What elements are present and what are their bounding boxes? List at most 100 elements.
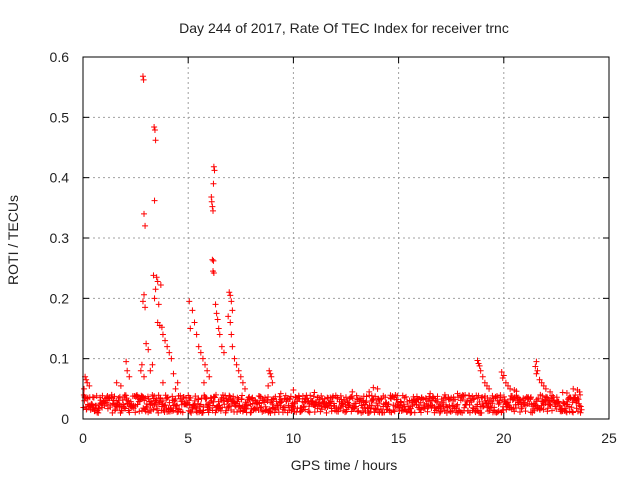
data-point <box>474 357 481 364</box>
data-point <box>499 374 506 381</box>
data-point <box>517 396 524 403</box>
data-point <box>402 393 409 400</box>
data-point <box>318 392 325 399</box>
data-point <box>479 373 486 380</box>
data-point <box>136 408 143 415</box>
y-axis-label: ROTI / TECUs <box>5 195 21 285</box>
data-point <box>186 298 193 305</box>
data-point <box>374 385 381 392</box>
data-point <box>547 402 554 409</box>
data-point <box>299 407 306 414</box>
data-point <box>154 407 161 414</box>
data-point <box>542 385 549 392</box>
data-point <box>498 368 505 375</box>
data-point <box>314 405 321 412</box>
data-point <box>230 395 237 402</box>
y-tick-label: 0.3 <box>50 230 70 246</box>
data-point <box>151 197 158 204</box>
data-point <box>113 379 120 386</box>
y-tick-label: 0.2 <box>50 290 70 306</box>
data-point <box>227 319 234 326</box>
data-point <box>229 343 236 350</box>
data-point <box>576 388 583 395</box>
data-point <box>265 382 272 389</box>
data-point <box>227 292 234 299</box>
data-point <box>234 408 241 415</box>
data-point <box>81 385 88 392</box>
data-point <box>491 404 498 411</box>
data-point <box>210 257 217 264</box>
grid-lines <box>83 57 609 419</box>
data-point <box>239 379 246 386</box>
data-point <box>202 361 209 368</box>
data-point <box>477 367 484 374</box>
data-point <box>578 406 585 413</box>
data-point <box>142 304 149 311</box>
data-point <box>424 408 431 415</box>
data-point <box>236 402 243 409</box>
data-point <box>513 404 520 411</box>
data-point <box>84 379 91 386</box>
data-point <box>311 409 318 416</box>
data-point <box>189 307 196 314</box>
data-point <box>147 367 154 374</box>
data-point <box>214 316 221 323</box>
data-point <box>212 391 219 398</box>
data-point <box>210 269 217 276</box>
data-point <box>144 404 151 411</box>
data-point <box>278 399 285 406</box>
data-point <box>459 396 466 403</box>
data-point <box>350 404 357 411</box>
data-point <box>481 379 488 386</box>
data-point <box>553 406 560 413</box>
data-point <box>213 310 220 317</box>
data-point <box>411 397 418 404</box>
data-point <box>225 313 232 320</box>
data-point <box>532 363 539 370</box>
data-point <box>483 382 490 389</box>
data-point <box>162 337 169 344</box>
data-point <box>451 396 458 403</box>
data-point <box>191 319 198 326</box>
data-point <box>220 349 227 356</box>
data-point <box>365 409 372 416</box>
y-tick-label: 0.6 <box>50 49 70 65</box>
data-point <box>107 404 114 411</box>
data-point <box>267 408 274 415</box>
data-point <box>507 385 514 392</box>
data-point <box>221 401 228 408</box>
data-point <box>237 373 244 380</box>
data-point <box>225 403 232 410</box>
data-point <box>228 331 235 338</box>
data-point <box>151 127 158 134</box>
data-point <box>454 390 461 397</box>
data-point <box>434 398 441 405</box>
data-point <box>121 404 128 411</box>
data-point <box>330 393 337 400</box>
data-point <box>418 409 424 416</box>
data-point <box>153 274 160 281</box>
data-point <box>256 400 263 407</box>
data-point <box>122 405 129 412</box>
data-point <box>394 392 401 399</box>
data-point <box>562 405 569 412</box>
data-point <box>436 409 443 416</box>
x-tick-label: 15 <box>391 430 407 446</box>
data-point <box>376 400 383 407</box>
data-point <box>211 167 218 174</box>
data-point <box>453 402 460 409</box>
data-point <box>200 407 207 414</box>
data-point <box>569 408 576 415</box>
data-point <box>186 401 193 408</box>
data-point <box>209 256 216 263</box>
data-point <box>577 403 584 410</box>
data-point <box>124 367 131 374</box>
data-point <box>123 358 130 365</box>
data-point <box>304 395 311 402</box>
data-point <box>235 367 242 374</box>
data-point <box>563 398 570 405</box>
data-point <box>437 408 444 415</box>
data-point <box>264 398 271 405</box>
data-point <box>368 402 375 409</box>
data-point <box>305 408 312 415</box>
